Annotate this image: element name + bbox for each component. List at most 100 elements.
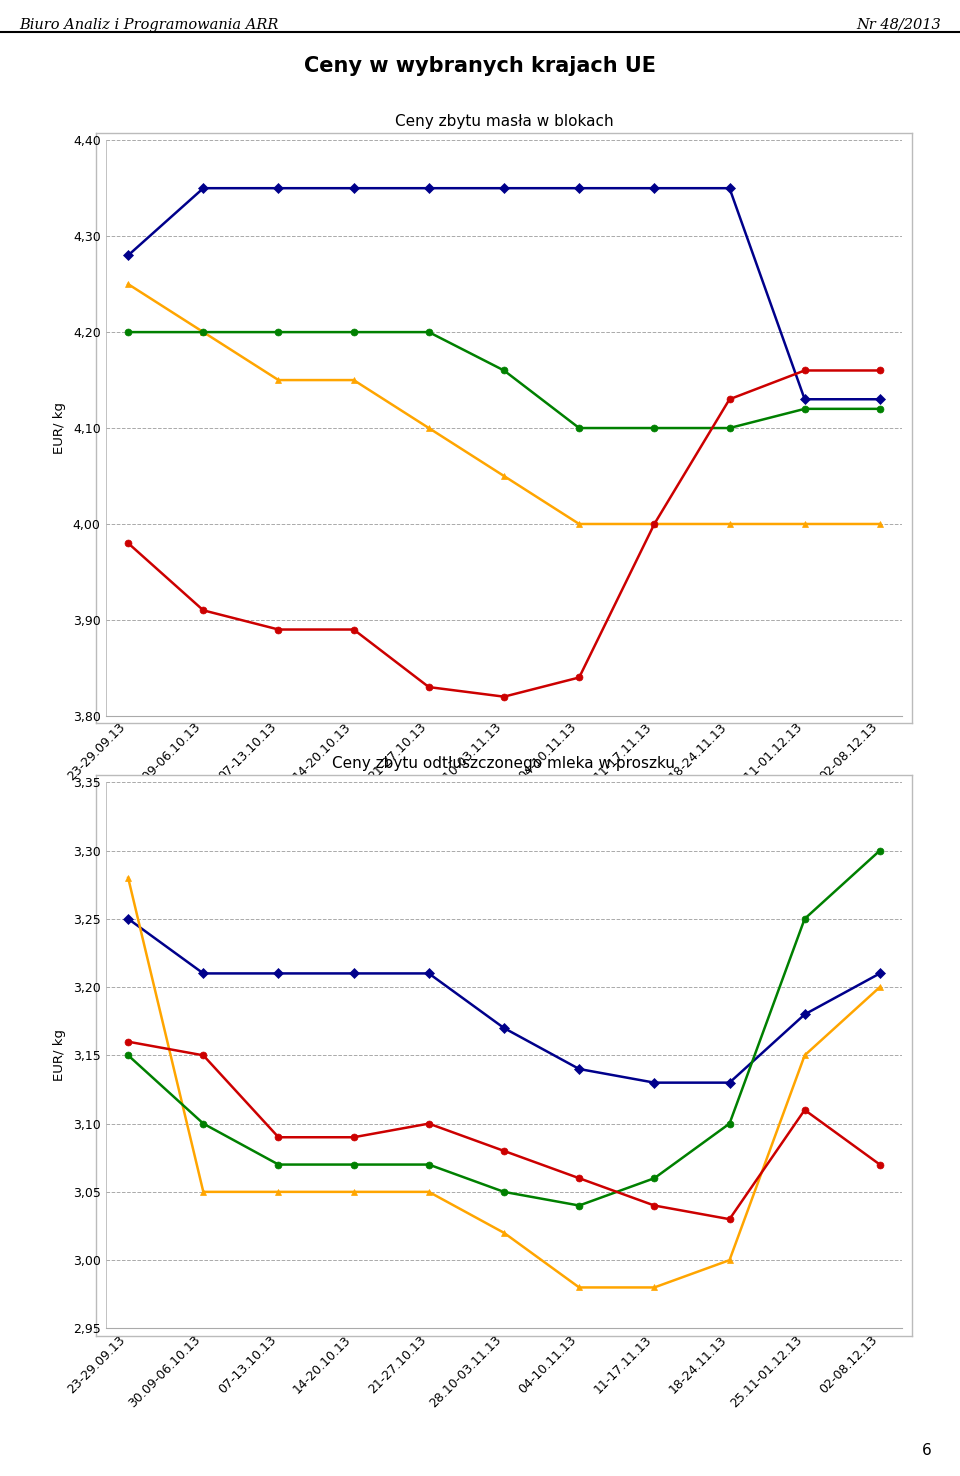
Polska	[573, 1169, 585, 1187]
Polska	[498, 688, 510, 706]
Polska	[799, 362, 810, 379]
Y-axis label: EUR/ kg: EUR/ kg	[53, 1029, 66, 1082]
Francja	[649, 515, 660, 533]
Holandia	[498, 362, 510, 379]
Francja	[573, 1278, 585, 1296]
Niemcy	[122, 911, 133, 928]
Text: Biuro Analiz i Programowania ARR: Biuro Analiz i Programowania ARR	[19, 18, 278, 31]
Niemcy	[573, 180, 585, 198]
Niemcy	[875, 391, 886, 409]
Polska	[423, 679, 435, 697]
Francja	[724, 1252, 735, 1269]
Holandia	[423, 1156, 435, 1173]
Title: Ceny zbytu masła w blokach: Ceny zbytu masła w blokach	[395, 114, 613, 130]
Niemcy	[198, 180, 209, 198]
Niemcy	[122, 246, 133, 264]
Polska	[724, 1210, 735, 1228]
Niemcy	[273, 965, 284, 983]
Polska	[348, 1129, 359, 1147]
Polska	[724, 391, 735, 409]
Niemcy	[198, 965, 209, 983]
Line: Polska: Polska	[125, 368, 883, 700]
Francja	[273, 370, 284, 388]
Niemcy	[498, 180, 510, 198]
Niemcy	[724, 1075, 735, 1092]
Holandia	[799, 400, 810, 418]
Holandia	[122, 323, 133, 341]
Holandia	[649, 419, 660, 437]
Francja	[799, 515, 810, 533]
Holandia	[198, 323, 209, 341]
Niemcy	[348, 965, 359, 983]
Niemcy	[273, 180, 284, 198]
Francja	[423, 419, 435, 437]
Text: Nr 48/2013: Nr 48/2013	[856, 18, 941, 31]
Francja	[799, 1046, 810, 1064]
Polska	[198, 1046, 209, 1064]
Niemcy	[573, 1060, 585, 1077]
Line: Holandia: Holandia	[125, 329, 883, 431]
Holandia	[875, 841, 886, 859]
Holandia	[423, 323, 435, 341]
Polska	[799, 1101, 810, 1119]
Y-axis label: EUR/ kg: EUR/ kg	[53, 401, 66, 455]
Holandia	[198, 1114, 209, 1132]
Text: 6: 6	[922, 1444, 931, 1458]
Holandia	[348, 323, 359, 341]
Holandia	[875, 400, 886, 418]
Niemcy	[423, 965, 435, 983]
Niemcy	[348, 180, 359, 198]
Holandia	[799, 911, 810, 928]
Francja	[122, 276, 133, 294]
Francja	[875, 979, 886, 996]
Polska	[498, 1142, 510, 1160]
Polska	[122, 534, 133, 552]
Line: Francja: Francja	[125, 280, 883, 527]
Niemcy	[799, 391, 810, 409]
Line: Polska: Polska	[125, 1038, 883, 1222]
Niemcy	[875, 965, 886, 983]
Holandia	[724, 419, 735, 437]
Line: Francja: Francja	[125, 874, 883, 1292]
Francja	[875, 515, 886, 533]
Francja	[273, 1184, 284, 1201]
Niemcy	[799, 1005, 810, 1023]
Holandia	[649, 1169, 660, 1187]
Holandia	[724, 1114, 735, 1132]
Title: Ceny zbytu odtłuszczonego mleka w proszku: Ceny zbytu odtłuszczonego mleka w proszk…	[332, 756, 676, 772]
Holandia	[573, 1197, 585, 1215]
Holandia	[122, 1046, 133, 1064]
Francja	[649, 1278, 660, 1296]
Polska	[273, 620, 284, 638]
Niemcy	[498, 1020, 510, 1038]
Polska	[423, 1114, 435, 1132]
Francja	[498, 1224, 510, 1241]
Francja	[348, 1184, 359, 1201]
Line: Niemcy: Niemcy	[125, 184, 883, 403]
Francja	[198, 323, 209, 341]
Francja	[573, 515, 585, 533]
Niemcy	[423, 180, 435, 198]
Polska	[273, 1129, 284, 1147]
Line: Niemcy: Niemcy	[125, 915, 883, 1086]
Francja	[122, 869, 133, 887]
Francja	[423, 1184, 435, 1201]
Niemcy	[649, 180, 660, 198]
Polska	[875, 362, 886, 379]
Legend: Niemcy, Francja, Holandia, Polska: Niemcy, Francja, Holandia, Polska	[291, 1473, 717, 1476]
Francja	[498, 468, 510, 486]
Polska	[875, 1156, 886, 1173]
Holandia	[273, 1156, 284, 1173]
Niemcy	[724, 180, 735, 198]
Polska	[122, 1033, 133, 1051]
Polska	[649, 515, 660, 533]
Francja	[198, 1184, 209, 1201]
Holandia	[573, 419, 585, 437]
Polska	[198, 602, 209, 620]
Niemcy	[649, 1075, 660, 1092]
Legend: Niemcy, Francja, Holandia, Polska: Niemcy, Francja, Holandia, Polska	[291, 869, 717, 893]
Line: Holandia: Holandia	[125, 847, 883, 1209]
Francja	[348, 370, 359, 388]
Polska	[348, 620, 359, 638]
Polska	[573, 669, 585, 686]
